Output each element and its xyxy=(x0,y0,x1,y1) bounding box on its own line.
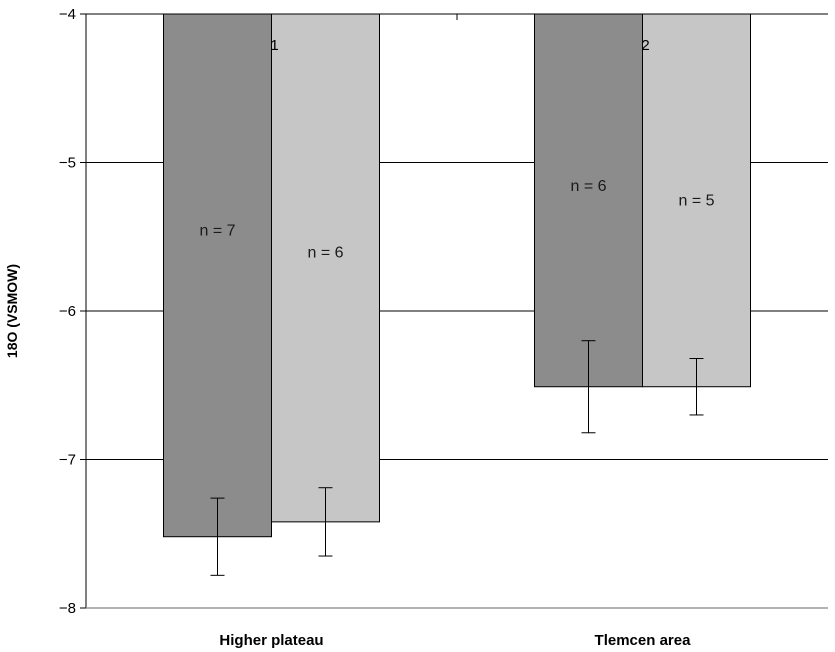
error-bars xyxy=(210,340,704,576)
y-tick-label: −6 xyxy=(59,303,76,320)
x-category-labels: Higher plateau Tlemcen area xyxy=(219,632,691,649)
x-category-label: Higher plateau xyxy=(219,632,323,649)
count-labels: n = 7 n = 6 n = 6 n = 5 xyxy=(199,178,714,262)
count-label: n = 6 xyxy=(570,178,606,195)
count-label: n = 7 xyxy=(199,222,235,239)
bar xyxy=(163,13,272,538)
category-number: 2 xyxy=(641,37,649,54)
bar xyxy=(534,13,643,388)
y-tick-label: −7 xyxy=(59,452,76,469)
x-category-label: Tlemcen area xyxy=(595,632,692,649)
y-tick-label: −5 xyxy=(59,155,76,172)
bar xyxy=(642,13,751,388)
count-label: n = 6 xyxy=(307,245,343,262)
bars xyxy=(163,13,751,538)
y-tick-label: −8 xyxy=(59,600,76,617)
y-tick-labels: −4 −5 −6 −7 −8 xyxy=(59,6,86,617)
category-number: 1 xyxy=(270,37,278,54)
bar xyxy=(271,13,380,523)
count-label: n = 5 xyxy=(678,193,714,210)
y-axis-title: 18O (VSMOW) xyxy=(4,264,20,358)
y-tick-label: −4 xyxy=(59,6,76,23)
